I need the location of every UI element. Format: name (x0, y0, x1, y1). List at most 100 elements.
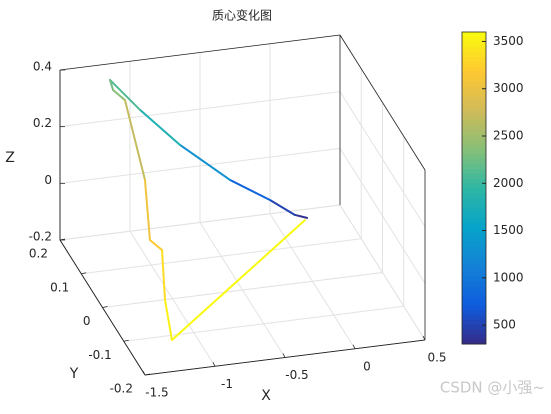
colorbar-cell (462, 41, 486, 48)
y-tick-label: 0.2 (29, 247, 48, 261)
z-tick-label: 0.4 (33, 60, 52, 74)
grid-line (102, 272, 383, 308)
colorbar-tick-label: 2000 (493, 176, 524, 190)
tick-mark (123, 339, 129, 342)
z-tick-label: 0 (44, 173, 52, 187)
colorbar-cell (462, 270, 486, 277)
x-tick-label: -1.5 (145, 386, 168, 400)
colorbar-cell (462, 266, 486, 272)
line-segment (179, 143, 232, 181)
colorbar-cell (462, 100, 486, 106)
colorbar-cell (462, 246, 486, 252)
tick-mark (282, 353, 286, 358)
colorbar-cell (462, 329, 486, 335)
line-segment (108, 78, 142, 111)
colorbar-cell (462, 339, 486, 345)
colorbar-cell (462, 227, 486, 233)
chart-title: 质心变化图 (212, 8, 272, 23)
colorbar-cell (462, 105, 486, 111)
colorbar-cell (462, 51, 486, 57)
colorbar-cell (462, 153, 486, 160)
colorbar-cell (462, 110, 486, 116)
x-tick-label: 0 (363, 359, 371, 373)
colorbar-cell (462, 334, 486, 340)
y-tick-label: -0.1 (88, 348, 111, 362)
line-segment (268, 199, 296, 216)
grid-line (339, 148, 426, 284)
colorbar-cell (462, 80, 486, 87)
x-tick-label: -1 (221, 377, 233, 391)
line-segment (170, 219, 306, 341)
colorbar-cell (462, 197, 486, 204)
colorbar-cell (462, 124, 486, 130)
colorbar-cell (462, 85, 486, 91)
colorbar-cell (462, 32, 486, 38)
colorbar-cell (462, 241, 486, 247)
colorbar-cell (462, 285, 486, 291)
grid-line (81, 238, 362, 275)
colorbar-cell (462, 129, 486, 135)
colorbar-cell (462, 217, 486, 223)
colorbar-tick-label: 1000 (493, 270, 524, 284)
colorbar-cell (462, 119, 486, 126)
tick-mark (422, 335, 426, 341)
colorbar-tick-label: 3500 (493, 34, 524, 48)
tick-mark (59, 238, 66, 241)
colorbar-cell (462, 261, 486, 267)
line-segment (123, 99, 146, 181)
tick-mark (81, 272, 87, 275)
colorbar-cell (462, 319, 486, 325)
line-segment (229, 178, 271, 202)
colorbar-cell (462, 158, 486, 165)
colorbar-tick-label: 2500 (493, 129, 524, 143)
colorbar-tick-label: 500 (493, 318, 516, 332)
line-segment (143, 178, 151, 242)
colorbar-cell (462, 173, 486, 179)
colorbar-tick-label: 3000 (493, 81, 524, 95)
colorbar-cell (462, 56, 486, 62)
colorbar-cell (462, 324, 486, 330)
colorbar-cell (462, 251, 486, 257)
line-segment (148, 239, 164, 252)
colorbar-cell (462, 71, 486, 77)
colorbar-cell (462, 290, 486, 296)
y-tick-label: 0.1 (50, 280, 69, 294)
line-segment (112, 89, 126, 102)
colorbar-cell (462, 149, 486, 155)
colorbar-cell (462, 295, 486, 301)
colorbar-cell (462, 314, 486, 321)
colorbar-cell (462, 46, 486, 52)
x-axis-label: X (261, 388, 271, 404)
colorbar-cell (462, 183, 486, 189)
axis-edge (339, 34, 426, 171)
colorbar-frame (461, 31, 487, 345)
z-tick-label: 0.2 (33, 116, 52, 130)
colorbar-cell (462, 114, 486, 121)
tick-mark (352, 344, 356, 349)
colorbar-cell (462, 95, 486, 101)
x-tick-label: 0.5 (427, 351, 446, 365)
tick-mark (102, 306, 108, 308)
colorbar-cell (462, 256, 486, 262)
tick-mark (142, 370, 146, 376)
colorbar-cell (462, 90, 486, 96)
colorbar-cell (462, 139, 486, 145)
colorbar-cell (462, 36, 486, 43)
y-tick-label: -0.2 (110, 382, 133, 396)
colorbar-cell (462, 66, 486, 72)
colorbar-cell (462, 188, 486, 194)
colorbar-cell (462, 275, 486, 282)
colorbar-cell (462, 280, 486, 286)
colorbar-cell (462, 192, 486, 199)
y-tick-label: 0 (83, 314, 91, 328)
line-segment (108, 78, 115, 92)
colorbar-cell (462, 168, 486, 174)
colorbar-cell (462, 309, 486, 316)
grid-line (339, 204, 426, 341)
colorbar-cell (462, 202, 486, 208)
z-axis-label: Z (5, 150, 15, 166)
grid-line (59, 204, 341, 241)
colorbar-cell (462, 305, 486, 311)
grid-line (123, 305, 404, 342)
